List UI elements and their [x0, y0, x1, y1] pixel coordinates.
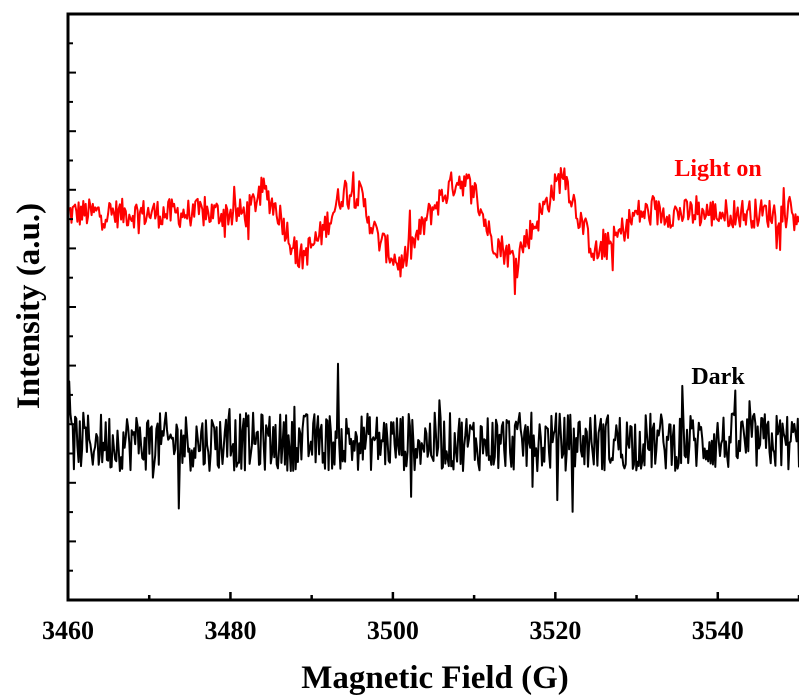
x-tick-label: 3500	[367, 616, 419, 645]
x-tick-label: 3480	[204, 616, 256, 645]
x-tick-label: 3540	[692, 616, 744, 645]
y-axis-title: Intensity (a.u.)	[11, 203, 47, 409]
series-line-dark	[68, 362, 799, 513]
series-line-light-on	[68, 167, 799, 296]
series-label-light-on: Light on	[674, 156, 761, 182]
series-label-dark: Dark	[691, 364, 745, 390]
labels: 3460 3480 3500 3520 3540 Magnetic Field (G) In…	[11, 156, 762, 696]
plot-area	[68, 167, 799, 513]
x-axis-title: Magnetic Field (G)	[301, 660, 569, 696]
axes	[66, 12, 799, 602]
x-tick-label: 3520	[529, 616, 581, 645]
x-tick-label: 3460	[42, 616, 94, 645]
